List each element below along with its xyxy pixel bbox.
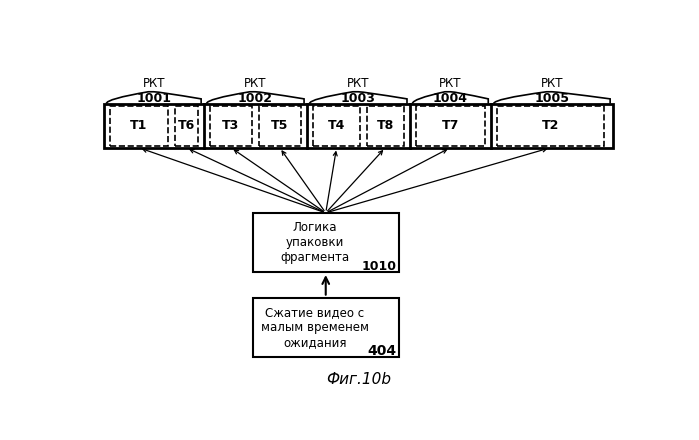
Text: T2: T2 <box>542 119 559 132</box>
Bar <box>175 106 198 146</box>
Text: T4: T4 <box>328 119 345 132</box>
Bar <box>210 106 252 146</box>
Text: 404: 404 <box>367 344 396 358</box>
Text: РКТ: РКТ <box>439 77 461 90</box>
Bar <box>416 106 485 146</box>
Text: T3: T3 <box>222 119 240 132</box>
Bar <box>259 106 301 146</box>
Text: 1005: 1005 <box>535 92 570 105</box>
Bar <box>252 297 399 357</box>
Text: T1: T1 <box>130 119 147 132</box>
Text: T8: T8 <box>377 119 394 132</box>
Text: 1010: 1010 <box>361 260 396 272</box>
Bar <box>252 213 399 272</box>
Text: 1002: 1002 <box>238 92 273 105</box>
Bar <box>497 106 604 146</box>
Text: РКТ: РКТ <box>347 77 370 90</box>
Bar <box>312 106 361 146</box>
Text: 1003: 1003 <box>341 92 375 105</box>
Text: Фиг.10b: Фиг.10b <box>326 372 391 387</box>
Bar <box>103 104 613 148</box>
Text: Сжатие видео с
малым временем
ожидания: Сжатие видео с малым временем ожидания <box>261 306 369 349</box>
Text: РКТ: РКТ <box>244 77 266 90</box>
Bar <box>367 106 404 146</box>
Text: РКТ: РКТ <box>540 77 563 90</box>
Text: Логика
упаковки
фрагмента: Логика упаковки фрагмента <box>280 221 350 264</box>
Text: T5: T5 <box>271 119 289 132</box>
Bar <box>110 106 168 146</box>
Text: 1001: 1001 <box>136 92 171 105</box>
Text: T7: T7 <box>442 119 459 132</box>
Text: РКТ: РКТ <box>143 77 165 90</box>
Text: 1004: 1004 <box>433 92 468 105</box>
Text: T6: T6 <box>178 119 195 132</box>
